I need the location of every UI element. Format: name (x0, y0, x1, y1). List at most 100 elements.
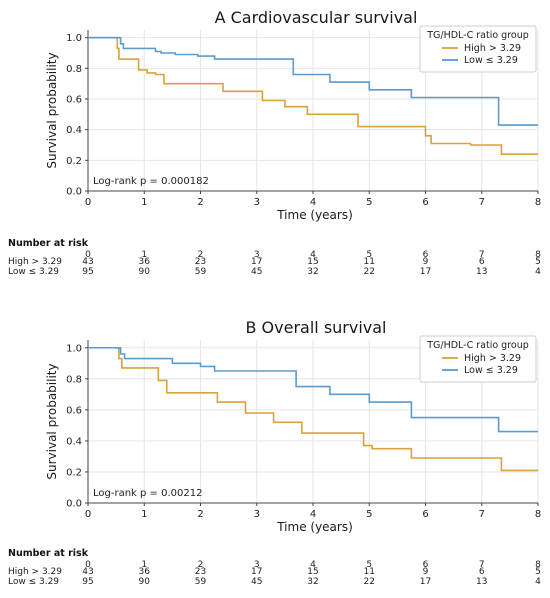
legend-entry-high: High > 3.29 (464, 43, 521, 54)
y-axis-label: Survival probability (45, 52, 59, 168)
risk-count: 59 (195, 267, 207, 277)
x-tick-label: 3 (254, 509, 260, 520)
legend-entry-low: Low ≤ 3.29 (464, 365, 518, 376)
risk-count: 95 (82, 267, 93, 277)
risk-count: 32 (307, 577, 318, 587)
risk-count: 11 (364, 567, 375, 577)
x-tick-label: 5 (366, 509, 372, 520)
x-tick-label: 1 (141, 197, 147, 208)
risk-count: 17 (420, 577, 431, 587)
risk-count: 17 (420, 267, 431, 277)
risk-count: 90 (139, 267, 151, 277)
x-tick-label: 5 (366, 197, 372, 208)
risk-count: 90 (139, 577, 151, 587)
survival-curve-low (88, 36, 538, 126)
risk-count: 43 (82, 567, 93, 577)
x-tick-label: 8 (535, 197, 541, 208)
y-tick-label: 0.6 (66, 95, 82, 106)
chart-title: B Overall survival (245, 318, 386, 337)
risk-count: 95 (82, 577, 93, 587)
y-tick-label: 1.0 (66, 343, 82, 354)
risk-count: 36 (139, 567, 151, 577)
risk-count: 5 (535, 567, 541, 577)
risk-row-label: Low ≤ 3.29 (8, 577, 59, 587)
risk-time-label: 8 (535, 560, 541, 570)
y-tick-label: 0.4 (66, 125, 82, 136)
logrank-annotation: Log-rank p = 0.000182 (93, 176, 209, 187)
risk-count: 13 (476, 577, 487, 587)
risk-time-label: 7 (479, 250, 485, 260)
y-tick-label: 0.0 (66, 499, 82, 510)
logrank-annotation: Log-rank p = 0.00212 (93, 488, 202, 499)
x-tick-label: 1 (141, 509, 147, 520)
legend-title: TG/HDL-C ratio group (426, 30, 529, 41)
y-tick-label: 0.8 (66, 374, 82, 385)
risk-count: 22 (364, 267, 375, 277)
legend-entry-high: High > 3.29 (464, 353, 521, 364)
risk-table-header: Number at risk (8, 548, 89, 559)
y-tick-label: 0.8 (66, 64, 82, 75)
risk-time-label: 1 (141, 250, 147, 260)
x-tick-label: 3 (254, 197, 260, 208)
survival-curve-high (88, 346, 538, 472)
risk-time-label: 6 (423, 560, 429, 570)
risk-time-label: 1 (141, 560, 147, 570)
risk-count: 59 (195, 577, 207, 587)
risk-count: 6 (479, 567, 485, 577)
x-tick-label: 7 (479, 509, 485, 520)
risk-time-label: 5 (366, 250, 372, 260)
x-tick-label: 4 (310, 197, 316, 208)
risk-count: 6 (479, 257, 485, 267)
legend-title: TG/HDL-C ratio group (426, 340, 529, 351)
y-tick-label: 0.4 (66, 436, 82, 447)
risk-count: 45 (251, 577, 262, 587)
risk-time-label: 8 (535, 250, 541, 260)
x-tick-label: 7 (479, 197, 485, 208)
risk-table-header: Number at risk (8, 238, 89, 249)
legend-entry-low: Low ≤ 3.29 (464, 55, 518, 66)
risk-time-label: 0 (85, 560, 91, 570)
risk-time-label: 3 (254, 250, 260, 260)
risk-time-label: 5 (366, 560, 372, 570)
survival-curve-low (88, 346, 538, 433)
risk-count: 13 (476, 267, 487, 277)
risk-count: 36 (139, 257, 151, 267)
risk-time-label: 6 (423, 250, 429, 260)
risk-count: 22 (364, 577, 375, 587)
y-tick-label: 1.0 (66, 33, 82, 44)
risk-time-label: 4 (310, 250, 316, 260)
chart-title: A Cardiovascular survival (215, 8, 418, 27)
y-tick-label: 0.2 (66, 467, 82, 478)
risk-count: 15 (307, 257, 318, 267)
risk-row-label: High > 3.29 (8, 567, 62, 577)
x-tick-label: 4 (310, 509, 316, 520)
x-tick-label: 2 (197, 509, 203, 520)
x-tick-label: 0 (85, 197, 91, 208)
risk-count: 4 (535, 267, 541, 277)
risk-count: 4 (535, 577, 541, 587)
risk-time-label: 2 (198, 560, 204, 570)
y-tick-label: 0.0 (66, 187, 82, 198)
x-tick-label: 6 (422, 197, 428, 208)
risk-row-label: Low ≤ 3.29 (8, 267, 59, 277)
x-tick-label: 8 (535, 509, 541, 520)
risk-row-label: High > 3.29 (8, 257, 62, 267)
risk-time-label: 3 (254, 560, 260, 570)
risk-count: 11 (364, 257, 375, 267)
risk-count: 9 (423, 257, 429, 267)
risk-count: 32 (307, 267, 318, 277)
x-axis-label: Time (years) (276, 520, 353, 534)
risk-count: 43 (82, 257, 93, 267)
risk-time-label: 4 (310, 560, 316, 570)
survival-curve-high (88, 36, 538, 155)
risk-count: 17 (251, 257, 262, 267)
risk-time-label: 2 (198, 250, 204, 260)
y-tick-label: 0.6 (66, 405, 82, 416)
risk-count: 15 (307, 567, 318, 577)
x-axis-label: Time (years) (276, 208, 353, 222)
